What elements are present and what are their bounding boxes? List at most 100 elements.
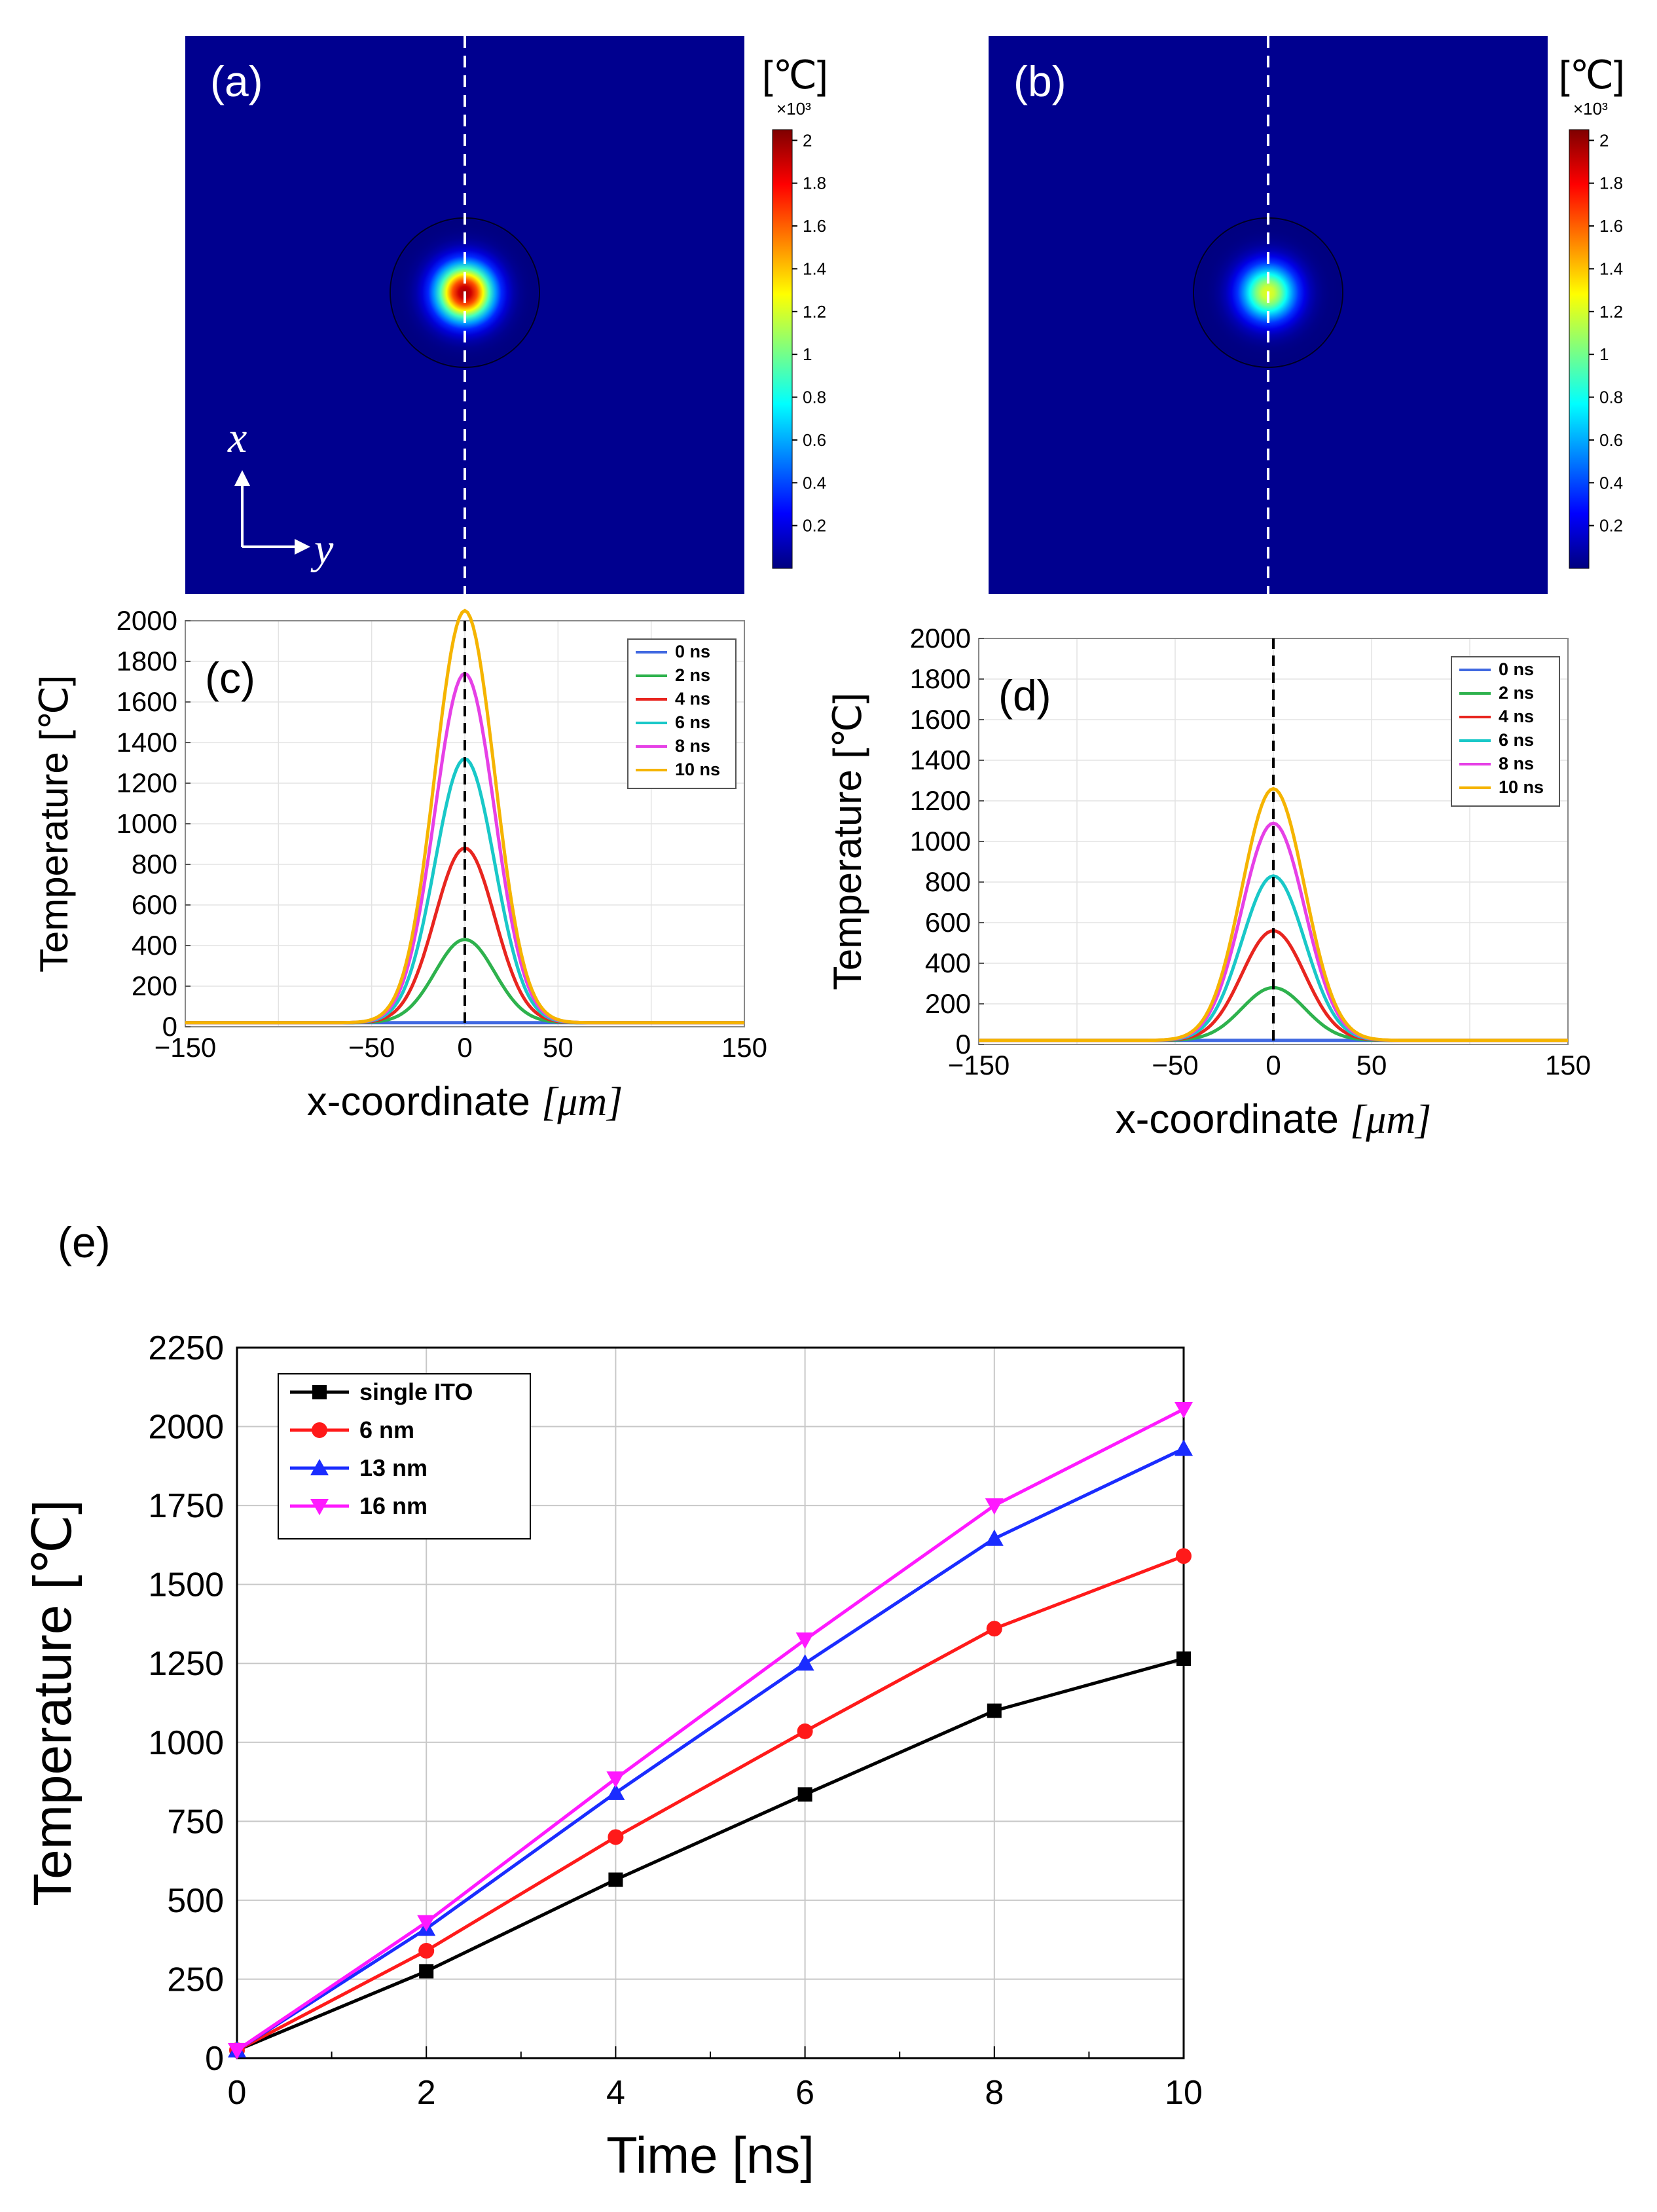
y-tick-label: 400	[132, 930, 177, 961]
x-tick-label: 0	[457, 1032, 472, 1063]
legend-label: 13 nm	[359, 1454, 428, 1481]
x-tick-label: 4	[606, 2074, 625, 2112]
heatmap-panel-b: (b) [℃]×10³ 2 1.8 1.6 1.4 1.2 1 0.8 0.6 0.4 0.2	[989, 36, 1625, 594]
y-tick-label: 0	[956, 1029, 971, 1060]
legend-marker	[312, 1422, 327, 1438]
series-single-ITO	[230, 1651, 1191, 2057]
panel-label: (c)	[205, 654, 255, 702]
legend-label: 10 ns	[1499, 777, 1544, 797]
data-point	[1174, 1402, 1193, 1419]
data-point	[608, 1872, 623, 1887]
y-axis-symbol: y	[310, 525, 334, 573]
profile-chart-d: −150 −50 0 50 150 0 200 400 600 800 1000 1200 1400 16…	[826, 623, 1591, 1142]
data-point	[417, 1915, 436, 1932]
y-tick-label: 1800	[910, 663, 971, 694]
data-point	[797, 1723, 813, 1739]
data-point	[985, 1529, 1004, 1546]
colorbar-unit: [℃]	[1559, 53, 1625, 97]
data-point	[606, 1771, 625, 1788]
y-tick-label: 600	[925, 907, 971, 938]
y-tick-label: 750	[167, 1803, 224, 1841]
y-tick-label: 2000	[910, 623, 971, 654]
data-point	[987, 1703, 1002, 1718]
colorbar-tick-label: 1.6	[1599, 216, 1623, 236]
x-tick-label: −150	[948, 1050, 1010, 1080]
legend-marker	[310, 1499, 329, 1515]
colorbar-tick-label: 0.6	[803, 430, 826, 450]
y-tick-label: 1400	[117, 727, 177, 758]
y-tick-label: 2000	[148, 1409, 224, 1447]
y-tick-label: 800	[925, 866, 971, 897]
y-tick-label: 200	[925, 988, 971, 1019]
data-point	[1174, 1439, 1193, 1456]
x-tick-label: 0	[228, 2074, 247, 2112]
axis-arrows	[241, 478, 301, 548]
y-axis-label: Temperature [℃]	[32, 675, 76, 972]
legend-box	[627, 638, 737, 789]
legend-label: 8 ns	[675, 736, 710, 756]
y-tick-label: 0	[205, 2040, 224, 2078]
colorbar	[1569, 129, 1590, 569]
data-point	[797, 1787, 812, 1802]
x-tick-label: 10	[1165, 2074, 1203, 2112]
x-arrow-head	[234, 470, 250, 486]
y-tick-label: 1000	[117, 808, 177, 839]
x-tick-label: 8	[985, 2074, 1004, 2112]
x-tick-label: 2	[417, 2074, 436, 2112]
legend-label: 0 ns	[1499, 659, 1534, 679]
legend-label: 0 ns	[675, 642, 710, 661]
data-point	[795, 1654, 814, 1671]
colorbar-tick-label: 0.6	[1599, 430, 1623, 450]
series-line	[236, 1407, 1185, 2052]
series-6-nm	[229, 1548, 1192, 2058]
colorbar	[772, 129, 793, 569]
axis-indicator: xy	[227, 414, 334, 573]
colorbar-tick-label: 1.6	[803, 216, 826, 236]
colorbar-tick-label: 1	[1599, 344, 1609, 364]
panel-label: (e)	[58, 1218, 111, 1266]
legend-label: 2 ns	[1499, 683, 1534, 703]
legend-label: 10 ns	[675, 760, 720, 779]
x-tick-label: −150	[155, 1032, 217, 1063]
x-tick-label: −50	[348, 1032, 395, 1063]
x-tick-label: 6	[795, 2074, 814, 2112]
series-line-10ns	[979, 786, 1568, 1042]
y-tick-label: 1400	[910, 745, 971, 775]
panel-label: (b)	[1013, 57, 1066, 105]
legend-label: 4 ns	[675, 689, 710, 709]
y-tick-label: 1600	[117, 686, 177, 717]
series-line-10ns	[185, 608, 744, 1025]
colorbar-tick-label: 1.8	[803, 174, 826, 193]
x-axis-label: Time [ns]	[606, 2126, 814, 2184]
colorbar-unit: [℃]	[762, 53, 828, 97]
colorbar-tick-label: 0.4	[1599, 473, 1623, 492]
panel-label: (a)	[210, 57, 263, 105]
legend-label: 16 nm	[359, 1492, 428, 1519]
data-point	[608, 1829, 624, 1845]
colorbar-tick-label: 2	[803, 130, 812, 150]
y-tick-label: 2000	[117, 605, 177, 636]
legend-label: 4 ns	[1499, 707, 1534, 726]
legend-label: single ITO	[359, 1378, 473, 1405]
legend-label: 8 ns	[1499, 754, 1534, 773]
x-tick-label: 150	[1545, 1050, 1591, 1080]
colorbar-tick-label: 1.4	[1599, 259, 1623, 278]
colorbar-tick-label: 1.2	[803, 302, 826, 322]
y-tick-label: 1250	[148, 1645, 224, 1683]
data-point	[1176, 1651, 1191, 1666]
legend-label: 6 ns	[675, 712, 710, 732]
x-axis-label: x-coordinate [μm]	[307, 1079, 623, 1124]
time-chart-e: (e) 0 2 4 6 8 10 0 250 500 750 1000 1250 1500 1750 2000…	[23, 1218, 1203, 2184]
y-tick-label: 1750	[148, 1487, 224, 1525]
x-axis-label: x-coordinate [μm]	[1116, 1097, 1432, 1142]
legend-marker	[312, 1385, 327, 1399]
y-tick-label: 2250	[148, 1329, 224, 1367]
series-line	[236, 1554, 1184, 2052]
y-arrow-head	[295, 539, 310, 555]
series-16-nm	[228, 1402, 1193, 2059]
data-point	[985, 1498, 1004, 1515]
colorbar-tick-label: 0.8	[803, 388, 826, 407]
x-axis-label-unit: [μm]	[1350, 1097, 1431, 1142]
colorbar-tick-label: 1.8	[1599, 174, 1623, 193]
